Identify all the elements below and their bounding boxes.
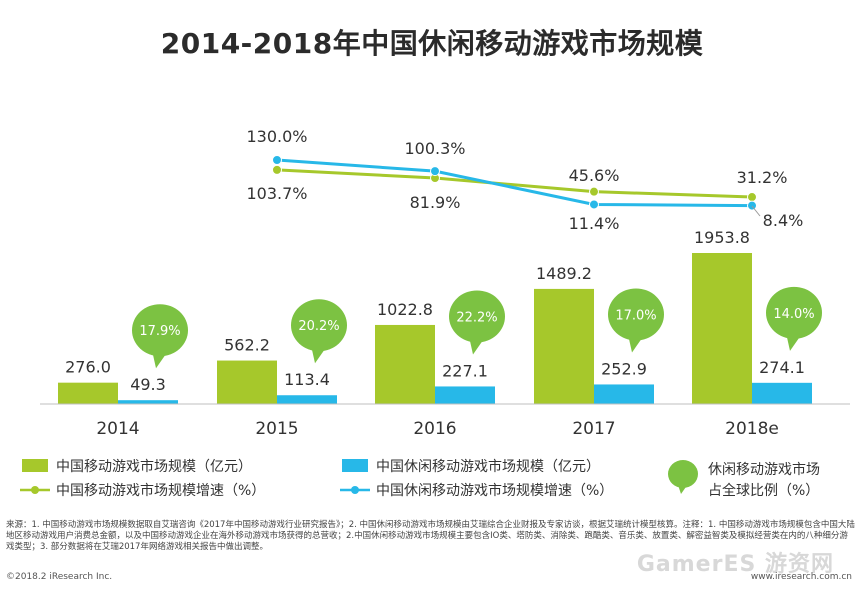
x-tick-2016: 2016 bbox=[413, 419, 456, 439]
bar-label-mobile-game-market-2014: 276.0 bbox=[65, 358, 111, 377]
x-tick-2018e: 2018e bbox=[725, 419, 779, 439]
bubble-global-share-2018e bbox=[766, 286, 822, 351]
bar-casual-game-market-2015 bbox=[277, 395, 337, 404]
bubble-label-2017: 17.0% bbox=[615, 308, 656, 323]
bar-label-mobile-game-market-2016: 1022.8 bbox=[377, 300, 433, 319]
bubble-global-share-2014 bbox=[132, 304, 188, 369]
bar-label-mobile-game-market-2018e: 1953.8 bbox=[694, 228, 750, 247]
legend-label-global-share-1: 休闲移动游戏市场 bbox=[708, 461, 820, 478]
source-note: 来源：1. 中国移动游戏市场规模数据取自艾瑞咨询《2017年中国移动游戏行业研究… bbox=[6, 520, 855, 552]
bubble-label-2014: 17.9% bbox=[139, 324, 180, 339]
bar-mobile-game-market-2017 bbox=[534, 288, 594, 404]
bar-mobile-game-market-2016 bbox=[375, 324, 435, 404]
chart-title: 2014-2018年中国休闲移动游戏市场规模 bbox=[160, 27, 704, 60]
x-tick-2015: 2015 bbox=[255, 419, 298, 439]
bar-label-casual-game-market-2015: 113.4 bbox=[284, 370, 330, 389]
bubble-global-share-2015 bbox=[291, 299, 347, 364]
copyright: ©2018.2 iResearch Inc. bbox=[6, 572, 113, 582]
bubble-label-2016: 22.2% bbox=[456, 310, 497, 325]
bar-mobile-game-market-2015 bbox=[217, 360, 277, 404]
bar-label-casual-game-market-2016: 227.1 bbox=[442, 361, 488, 380]
legend-label-casual-market: 中国休闲移动游戏市场规模（亿元） bbox=[376, 458, 600, 475]
mobile-growth-point bbox=[589, 186, 599, 197]
bubble-global-share-2017 bbox=[608, 288, 664, 353]
bar-label-casual-game-market-2018e: 274.1 bbox=[759, 358, 805, 377]
legend-swatch-global-share bbox=[668, 460, 698, 488]
mobile-growth-label-2016: 81.9% bbox=[410, 193, 461, 212]
mobile-growth-label-2017: 45.6% bbox=[569, 166, 620, 185]
bar-casual-game-market-2018e bbox=[752, 382, 812, 404]
mobile-growth-point bbox=[272, 164, 282, 175]
casual-growth-point bbox=[747, 200, 757, 211]
legend-label-mobile-growth: 中国移动游戏市场规模增速（%） bbox=[56, 482, 265, 499]
casual-growth-line bbox=[276, 158, 753, 208]
bubble-label-2018e: 14.0% bbox=[773, 307, 814, 322]
bar-label-casual-game-market-2014: 49.3 bbox=[130, 375, 166, 394]
legend-marker-mobile-growth bbox=[31, 486, 39, 494]
bar-label-mobile-game-market-2017: 1489.2 bbox=[536, 264, 592, 283]
bar-casual-game-market-2016 bbox=[435, 386, 495, 404]
mobile-growth-label-2018e: 31.2% bbox=[737, 168, 788, 187]
legend-marker-casual-growth bbox=[351, 486, 359, 494]
bar-casual-game-market-2014 bbox=[118, 400, 178, 404]
mobile-growth-point bbox=[747, 192, 757, 203]
legend-swatch-mobile-market bbox=[22, 459, 48, 472]
watermark: GamerES 游资网 bbox=[636, 552, 834, 577]
casual-growth-label-2015: 130.0% bbox=[246, 127, 307, 146]
bubble-global-share-2016 bbox=[449, 290, 505, 355]
bar-casual-game-market-2017 bbox=[594, 384, 654, 404]
mobile-growth-label-2015: 103.7% bbox=[246, 184, 307, 203]
bubble-label-2015: 20.2% bbox=[298, 319, 339, 334]
casual-growth-label-2016: 100.3% bbox=[404, 139, 465, 158]
casual-growth-point bbox=[430, 166, 440, 177]
mobile-growth-line bbox=[276, 168, 753, 199]
chart: 276.0 49.3 562.2 113.4 1022.8 227.1 1489.2 252.… bbox=[20, 127, 850, 499]
legend-label-mobile-market: 中国移动游戏市场规模（亿元） bbox=[56, 458, 252, 475]
casual-growth-label-2018e: 8.4% bbox=[763, 211, 804, 230]
casual-growth-point bbox=[272, 155, 282, 165]
bar-mobile-game-market-2018e bbox=[692, 253, 752, 404]
x-tick-2017: 2017 bbox=[572, 419, 615, 439]
casual-growth-label-2017: 11.4% bbox=[569, 214, 620, 233]
website-url: www.iresearch.com.cn bbox=[750, 572, 852, 582]
bar-mobile-game-market-2014 bbox=[58, 382, 118, 404]
legend-swatch-casual-market bbox=[342, 459, 368, 472]
x-tick-2014: 2014 bbox=[96, 419, 139, 439]
bar-label-mobile-game-market-2015: 562.2 bbox=[224, 336, 270, 355]
bar-label-casual-game-market-2017: 252.9 bbox=[601, 359, 647, 378]
legend-swatch-global-share-tail bbox=[678, 484, 688, 494]
label-leader-line bbox=[751, 205, 761, 217]
legend-label-casual-growth: 中国休闲移动游戏市场规模增速（%） bbox=[376, 482, 613, 499]
legend-label-global-share-2: 占全球比例（%） bbox=[708, 482, 819, 499]
casual-growth-point bbox=[589, 199, 599, 210]
